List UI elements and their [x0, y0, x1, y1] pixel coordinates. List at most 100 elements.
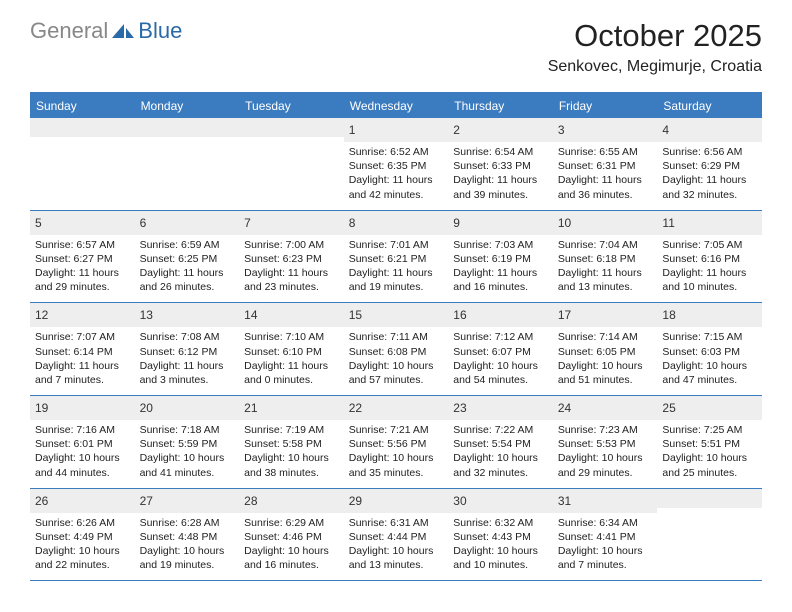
day-number: 14 [244, 308, 257, 322]
day-info: Sunrise: 7:19 AMSunset: 5:58 PMDaylight:… [244, 423, 339, 480]
weekday-cell: Sunday [30, 94, 135, 118]
day-cell: 17 Sunrise: 7:14 AMSunset: 6:05 PMDayligh… [553, 303, 658, 395]
empty-day-number-row [239, 118, 344, 137]
day-cell: 7 Sunrise: 7:00 AMSunset: 6:23 PMDaylight… [239, 211, 344, 303]
empty-day-number-row [657, 489, 762, 508]
day-info: Sunrise: 7:18 AMSunset: 5:59 PMDaylight:… [140, 423, 235, 480]
day-info: Sunrise: 6:34 AMSunset: 4:41 PMDaylight:… [558, 516, 653, 573]
day-info: Sunrise: 7:16 AMSunset: 6:01 PMDaylight:… [35, 423, 130, 480]
empty-day-number-row [30, 118, 135, 137]
day-number: 1 [349, 123, 356, 137]
day-number: 17 [558, 308, 571, 322]
day-number-row: 25 [657, 396, 762, 420]
day-number-row: 21 [239, 396, 344, 420]
day-number-row: 13 [135, 303, 240, 327]
day-cell: 8 Sunrise: 7:01 AMSunset: 6:21 PMDaylight… [344, 211, 449, 303]
weekday-cell: Monday [135, 94, 240, 118]
day-number-row: 15 [344, 303, 449, 327]
week-row: 26Sunrise: 6:26 AMSunset: 4:49 PMDayligh… [30, 489, 762, 582]
day-number-row: 4 [657, 118, 762, 142]
day-number: 11 [662, 216, 674, 230]
day-info: Sunrise: 7:00 AMSunset: 6:23 PMDaylight:… [244, 238, 339, 295]
day-number: 16 [453, 308, 466, 322]
day-info: Sunrise: 6:57 AMSunset: 6:27 PMDaylight:… [35, 238, 130, 295]
day-cell: 24Sunrise: 7:23 AMSunset: 5:53 PMDayligh… [553, 396, 658, 488]
day-info: Sunrise: 7:10 AMSunset: 6:10 PMDaylight:… [244, 330, 339, 387]
day-cell: 11 Sunrise: 7:05 AMSunset: 6:16 PMDayligh… [657, 211, 762, 303]
weekday-cell: Wednesday [344, 94, 449, 118]
weekday-header-row: SundayMondayTuesdayWednesdayThursdayFrid… [30, 94, 762, 118]
day-number-row: 29 [344, 489, 449, 513]
day-info: Sunrise: 7:08 AMSunset: 6:12 PMDaylight:… [140, 330, 235, 387]
day-cell: 23Sunrise: 7:22 AMSunset: 5:54 PMDayligh… [448, 396, 553, 488]
day-number-row: 3 [553, 118, 658, 142]
day-number: 30 [453, 494, 466, 508]
day-info: Sunrise: 6:56 AMSunset: 6:29 PMDaylight:… [662, 145, 757, 202]
day-cell [239, 118, 344, 210]
day-number-row: 17 [553, 303, 658, 327]
day-number-row: 19 [30, 396, 135, 420]
day-cell: 1 Sunrise: 6:52 AMSunset: 6:35 PMDaylight… [344, 118, 449, 210]
day-info: Sunrise: 6:52 AMSunset: 6:35 PMDaylight:… [349, 145, 444, 202]
weeks-container: 1 Sunrise: 6:52 AMSunset: 6:35 PMDaylight… [30, 118, 762, 581]
day-cell: 10 Sunrise: 7:04 AMSunset: 6:18 PMDayligh… [553, 211, 658, 303]
empty-day-number-row [135, 118, 240, 137]
logo-text-gray: General [30, 18, 108, 44]
day-number-row: 26 [30, 489, 135, 513]
week-row: 5 Sunrise: 6:57 AMSunset: 6:27 PMDaylight… [30, 211, 762, 304]
day-number: 25 [662, 401, 675, 415]
day-number-row: 31 [553, 489, 658, 513]
day-number: 12 [35, 308, 48, 322]
day-number: 7 [244, 216, 251, 230]
day-number: 22 [349, 401, 362, 415]
day-number-row: 6 [135, 211, 240, 235]
day-number-row: 11 [657, 211, 762, 235]
day-number-row: 10 [553, 211, 658, 235]
day-number-row: 12 [30, 303, 135, 327]
day-cell: 12Sunrise: 7:07 AMSunset: 6:14 PMDayligh… [30, 303, 135, 395]
day-number: 15 [349, 308, 362, 322]
day-cell: 30 Sunrise: 6:32 AMSunset: 4:43 PMDayligh… [448, 489, 553, 581]
day-cell: 31 Sunrise: 6:34 AMSunset: 4:41 PMDayligh… [553, 489, 658, 581]
day-number-row: 27 [135, 489, 240, 513]
day-number-row: 20 [135, 396, 240, 420]
day-info: Sunrise: 6:59 AMSunset: 6:25 PMDaylight:… [140, 238, 235, 295]
day-number-row: 22 [344, 396, 449, 420]
day-info: Sunrise: 7:11 AMSunset: 6:08 PMDaylight:… [349, 330, 444, 387]
day-number: 27 [140, 494, 153, 508]
week-row: 1 Sunrise: 6:52 AMSunset: 6:35 PMDaylight… [30, 118, 762, 211]
day-number: 8 [349, 216, 356, 230]
day-number-row: 28 [239, 489, 344, 513]
day-info: Sunrise: 7:01 AMSunset: 6:21 PMDaylight:… [349, 238, 444, 295]
day-info: Sunrise: 7:12 AMSunset: 6:07 PMDaylight:… [453, 330, 548, 387]
day-cell: 22Sunrise: 7:21 AMSunset: 5:56 PMDayligh… [344, 396, 449, 488]
day-info: Sunrise: 6:54 AMSunset: 6:33 PMDaylight:… [453, 145, 548, 202]
day-cell: 29Sunrise: 6:31 AMSunset: 4:44 PMDayligh… [344, 489, 449, 581]
day-number: 9 [453, 216, 460, 230]
day-cell: 16 Sunrise: 7:12 AMSunset: 6:07 PMDayligh… [448, 303, 553, 395]
day-number-row: 5 [30, 211, 135, 235]
day-number: 13 [140, 308, 153, 322]
day-cell: 15 Sunrise: 7:11 AMSunset: 6:08 PMDayligh… [344, 303, 449, 395]
day-cell: 6 Sunrise: 6:59 AMSunset: 6:25 PMDaylight… [135, 211, 240, 303]
day-info: Sunrise: 6:28 AMSunset: 4:48 PMDaylight:… [140, 516, 235, 573]
day-number: 4 [662, 123, 669, 137]
day-cell: 4 Sunrise: 6:56 AMSunset: 6:29 PMDaylight… [657, 118, 762, 210]
day-cell [135, 118, 240, 210]
day-number: 24 [558, 401, 571, 415]
day-info: Sunrise: 6:55 AMSunset: 6:31 PMDaylight:… [558, 145, 653, 202]
day-cell [657, 489, 762, 581]
day-info: Sunrise: 6:32 AMSunset: 4:43 PMDaylight:… [453, 516, 548, 573]
day-number-row: 8 [344, 211, 449, 235]
day-info: Sunrise: 7:05 AMSunset: 6:16 PMDaylight:… [662, 238, 757, 295]
day-cell: 28Sunrise: 6:29 AMSunset: 4:46 PMDayligh… [239, 489, 344, 581]
day-info: Sunrise: 7:14 AMSunset: 6:05 PMDaylight:… [558, 330, 653, 387]
logo-sail-icon [110, 22, 136, 40]
day-info: Sunrise: 7:04 AMSunset: 6:18 PMDaylight:… [558, 238, 653, 295]
day-number-row: 2 [448, 118, 553, 142]
day-number: 2 [453, 123, 460, 137]
day-number-row: 1 [344, 118, 449, 142]
week-row: 19 Sunrise: 7:16 AMSunset: 6:01 PMDayligh… [30, 396, 762, 489]
day-number-row: 18 [657, 303, 762, 327]
day-number: 23 [453, 401, 466, 415]
